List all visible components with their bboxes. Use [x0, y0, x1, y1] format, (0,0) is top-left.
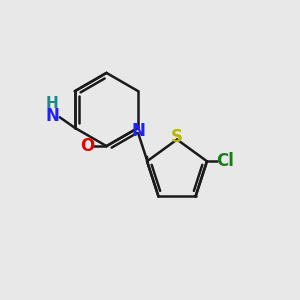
Text: Cl: Cl: [216, 152, 234, 170]
Text: O: O: [80, 137, 94, 155]
Text: N: N: [131, 122, 145, 140]
Text: N: N: [45, 107, 59, 125]
Text: H: H: [46, 96, 59, 111]
Text: S: S: [171, 128, 183, 146]
